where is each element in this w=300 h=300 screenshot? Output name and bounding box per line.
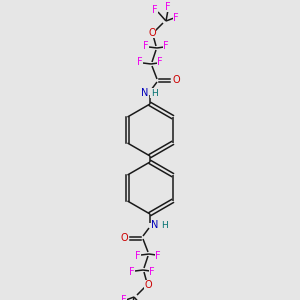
Text: H: H bbox=[151, 88, 158, 98]
Text: O: O bbox=[148, 28, 156, 38]
Text: O: O bbox=[172, 75, 180, 85]
Text: F: F bbox=[129, 267, 135, 277]
Text: F: F bbox=[135, 251, 141, 261]
Text: F: F bbox=[157, 57, 163, 67]
Text: F: F bbox=[121, 295, 127, 300]
Text: F: F bbox=[163, 41, 169, 51]
Text: F: F bbox=[143, 41, 149, 51]
Text: F: F bbox=[155, 251, 161, 261]
Text: F: F bbox=[149, 267, 155, 277]
Text: O: O bbox=[144, 280, 152, 290]
Text: F: F bbox=[152, 5, 158, 15]
Text: H: H bbox=[160, 220, 167, 230]
Text: F: F bbox=[165, 2, 171, 12]
Text: O: O bbox=[120, 233, 128, 243]
Text: F: F bbox=[173, 13, 179, 23]
Text: F: F bbox=[137, 57, 143, 67]
Text: N: N bbox=[151, 220, 159, 230]
Text: N: N bbox=[141, 88, 149, 98]
